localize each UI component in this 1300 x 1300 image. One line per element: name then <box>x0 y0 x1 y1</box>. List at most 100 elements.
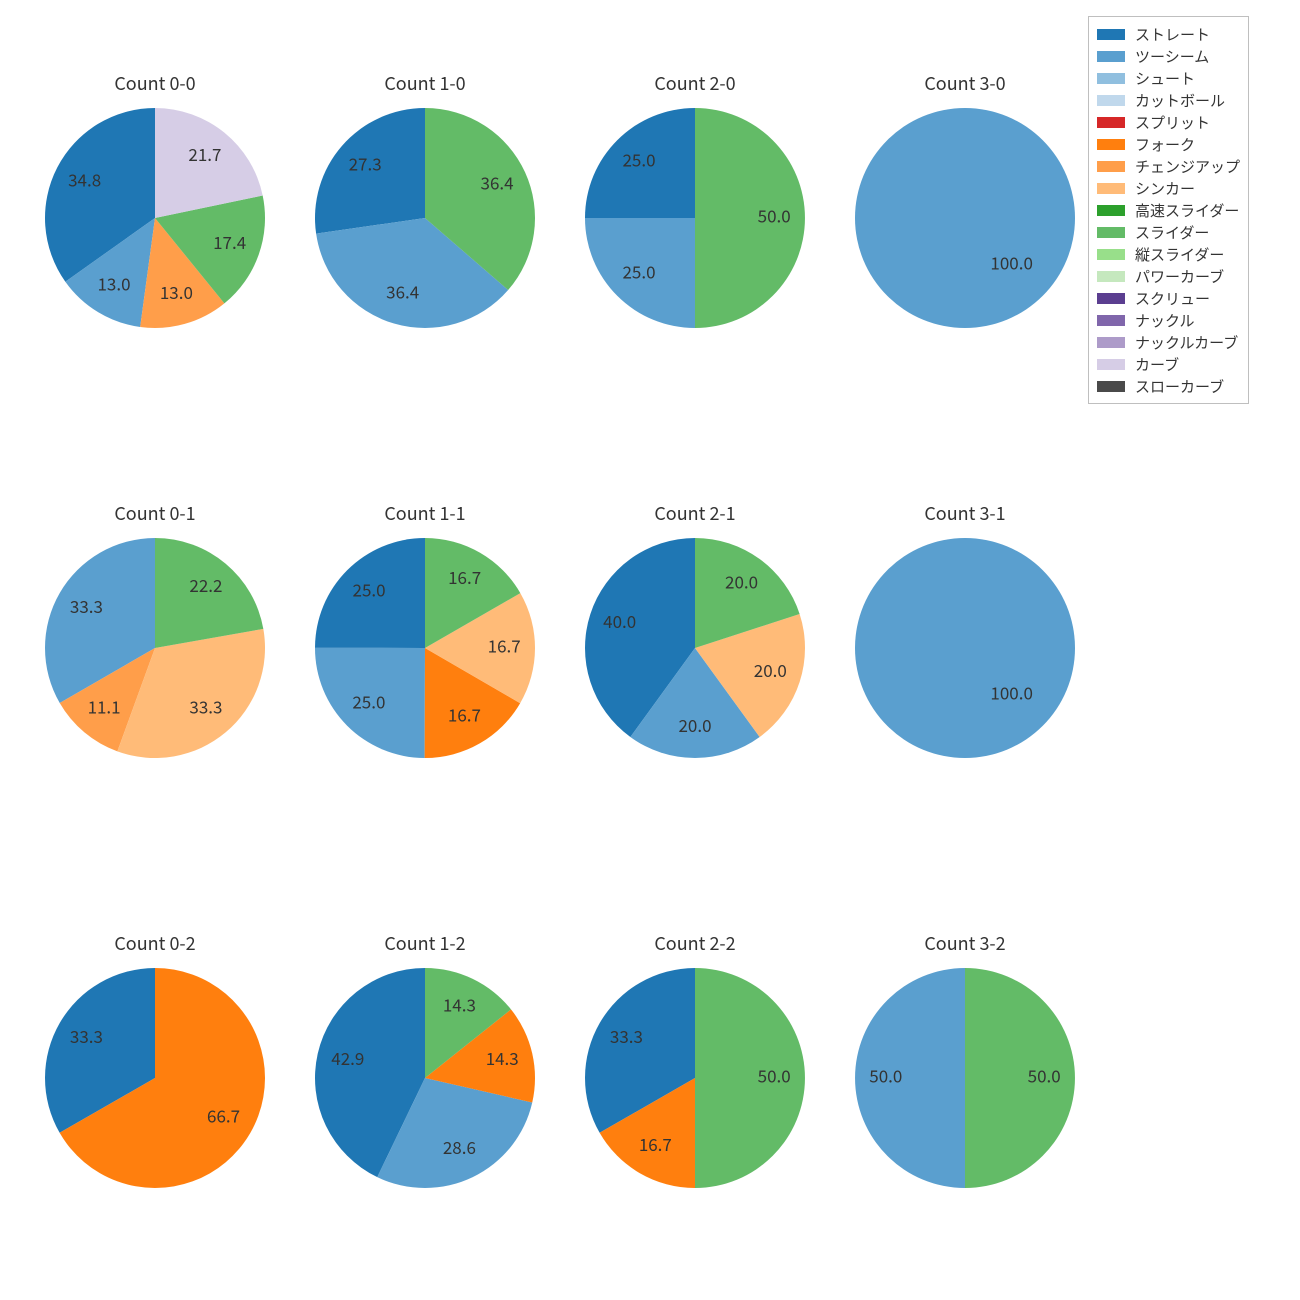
legend-item: カーブ <box>1097 353 1240 375</box>
legend-label: シンカー <box>1135 178 1195 199</box>
legend-swatch <box>1097 161 1125 172</box>
legend-swatch <box>1097 381 1125 392</box>
slice-label: 50.0 <box>758 1063 791 1088</box>
chart-title: Count 1-2 <box>300 930 550 956</box>
chart-title: Count 3-1 <box>840 500 1090 526</box>
legend-label: チェンジアップ <box>1135 156 1240 177</box>
slice-label: 17.4 <box>213 229 246 254</box>
slice-label: 14.3 <box>486 1045 519 1070</box>
chart-title: Count 0-2 <box>30 930 280 956</box>
slice-label: 50.0 <box>869 1063 902 1088</box>
legend-swatch <box>1097 117 1125 128</box>
legend: ストレートツーシームシュートカットボールスプリットフォークチェンジアップシンカー… <box>1088 16 1249 404</box>
legend-label: フォーク <box>1135 134 1195 155</box>
legend-swatch <box>1097 205 1125 216</box>
slice-label: 36.4 <box>481 170 514 195</box>
legend-label: スローカーブ <box>1135 376 1224 397</box>
slice-label: 25.0 <box>352 688 385 713</box>
legend-label: スクリュー <box>1135 288 1210 309</box>
legend-item: パワーカーブ <box>1097 265 1240 287</box>
legend-swatch <box>1097 227 1125 238</box>
legend-item: ストレート <box>1097 23 1240 45</box>
legend-item: ナックルカーブ <box>1097 331 1240 353</box>
slice-label: 40.0 <box>603 608 636 633</box>
legend-item: カットボール <box>1097 89 1240 111</box>
legend-label: ツーシーム <box>1135 46 1209 67</box>
slice-label: 50.0 <box>758 203 791 228</box>
legend-swatch <box>1097 293 1125 304</box>
legend-item: スクリュー <box>1097 287 1240 309</box>
slice-label: 20.0 <box>678 712 711 737</box>
slice-label: 22.2 <box>189 572 222 597</box>
slice-label: 34.8 <box>68 166 101 191</box>
legend-swatch <box>1097 271 1125 282</box>
slice-label: 33.3 <box>610 1023 643 1048</box>
legend-label: シュート <box>1135 68 1195 89</box>
chart-title: Count 1-1 <box>300 500 550 526</box>
legend-label: 縦スライダー <box>1135 244 1224 265</box>
chart-title: Count 2-1 <box>570 500 820 526</box>
slice-label: 33.3 <box>189 693 222 718</box>
slice-label: 25.0 <box>353 577 386 602</box>
slice-label: 25.0 <box>622 147 655 172</box>
slice-label: 11.1 <box>88 693 121 718</box>
legend-item: シンカー <box>1097 177 1240 199</box>
legend-swatch <box>1097 249 1125 260</box>
slice-label: 25.0 <box>622 259 655 284</box>
chart-title: Count 0-1 <box>30 500 280 526</box>
legend-swatch <box>1097 183 1125 194</box>
legend-item: フォーク <box>1097 133 1240 155</box>
chart-title: Count 3-2 <box>840 930 1090 956</box>
slice-label: 20.0 <box>754 657 787 682</box>
slice-label: 16.7 <box>488 633 521 658</box>
slice-label: 33.3 <box>70 1023 103 1048</box>
legend-item: 高速スライダー <box>1097 199 1240 221</box>
legend-label: パワーカーブ <box>1135 266 1224 287</box>
legend-label: ストレート <box>1135 24 1210 45</box>
slice-label: 100.0 <box>990 679 1032 704</box>
slice-label: 16.7 <box>448 564 481 589</box>
slice-label: 28.6 <box>443 1134 476 1159</box>
legend-swatch <box>1097 51 1125 62</box>
slice-label: 21.7 <box>188 141 221 166</box>
legend-label: ナックル <box>1135 310 1195 331</box>
legend-item: スプリット <box>1097 111 1240 133</box>
slice-label: 27.3 <box>349 151 382 176</box>
slice-label: 13.0 <box>97 270 130 295</box>
legend-label: スプリット <box>1135 112 1210 133</box>
slice-label: 42.9 <box>331 1045 364 1070</box>
chart-title: Count 0-0 <box>30 70 280 96</box>
slice-label: 16.7 <box>448 701 481 726</box>
slice-label: 66.7 <box>207 1102 240 1127</box>
chart-title: Count 2-0 <box>570 70 820 96</box>
chart-title: Count 1-0 <box>300 70 550 96</box>
legend-swatch <box>1097 139 1125 150</box>
chart-title: Count 2-2 <box>570 930 820 956</box>
legend-item: ツーシーム <box>1097 45 1240 67</box>
slice-label: 36.4 <box>386 279 419 304</box>
legend-item: チェンジアップ <box>1097 155 1240 177</box>
chart-title: Count 3-0 <box>840 70 1090 96</box>
legend-item: スローカーブ <box>1097 375 1240 397</box>
legend-label: スライダー <box>1135 222 1209 243</box>
legend-label: カーブ <box>1135 354 1179 375</box>
legend-item: 縦スライダー <box>1097 243 1240 265</box>
legend-swatch <box>1097 359 1125 370</box>
legend-swatch <box>1097 95 1125 106</box>
legend-item: スライダー <box>1097 221 1240 243</box>
pie-slice <box>855 108 1075 328</box>
slice-label: 50.0 <box>1028 1063 1061 1088</box>
slice-label: 100.0 <box>990 249 1032 274</box>
legend-swatch <box>1097 73 1125 84</box>
slice-label: 16.7 <box>639 1131 672 1156</box>
slice-label: 14.3 <box>443 991 476 1016</box>
legend-label: 高速スライダー <box>1135 200 1239 221</box>
slice-label: 33.3 <box>70 593 103 618</box>
slice-label: 13.0 <box>160 279 193 304</box>
legend-label: カットボール <box>1135 90 1225 111</box>
slice-label: 20.0 <box>725 569 758 594</box>
legend-swatch <box>1097 29 1125 40</box>
pie-slice <box>855 538 1075 758</box>
legend-item: シュート <box>1097 67 1240 89</box>
legend-swatch <box>1097 315 1125 326</box>
